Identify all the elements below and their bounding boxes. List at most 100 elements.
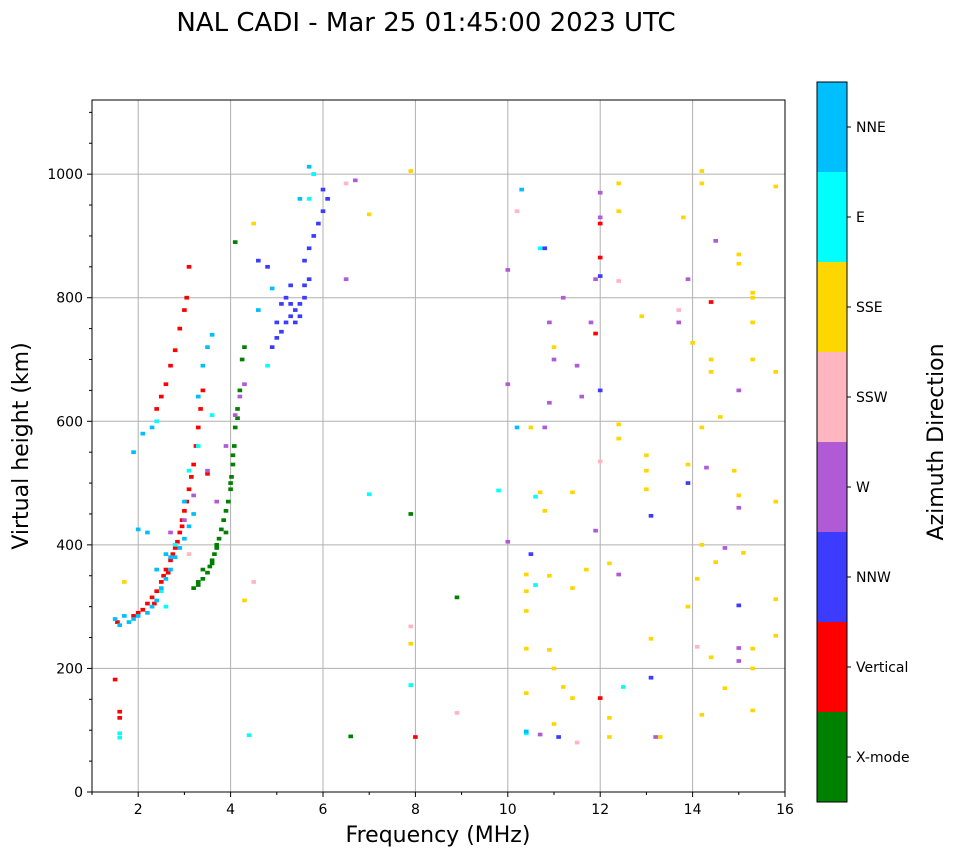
data-point <box>283 320 289 325</box>
data-point <box>198 407 203 411</box>
data-point <box>306 164 312 169</box>
data-point <box>175 539 180 544</box>
data-point <box>158 394 164 399</box>
colorbar-swatch <box>817 442 847 532</box>
data-point <box>343 277 349 282</box>
data-point <box>191 462 196 467</box>
data-point <box>177 546 183 550</box>
data-point <box>279 329 284 334</box>
data-point <box>235 416 240 421</box>
data-point <box>195 444 201 448</box>
data-point <box>288 283 293 288</box>
data-point <box>593 277 598 282</box>
data-point <box>288 302 293 306</box>
data-point <box>408 624 414 629</box>
colorbar-swatch <box>817 532 847 622</box>
data-point <box>239 357 245 362</box>
data-point <box>302 283 307 288</box>
data-point <box>694 644 700 649</box>
data-point <box>537 490 543 495</box>
data-point <box>168 558 173 563</box>
colorbar-tick-label: X-mode <box>856 750 910 766</box>
data-point <box>182 518 187 522</box>
chart-title: NAL CADI - Mar 25 01:45:00 2023 UTC <box>176 8 675 38</box>
data-point <box>195 394 201 399</box>
colorbar-tick-label: SSW <box>856 390 888 406</box>
data-point <box>205 468 210 473</box>
data-point <box>708 370 714 374</box>
data-point <box>126 620 132 624</box>
data-point <box>523 609 529 613</box>
data-point <box>170 552 176 556</box>
data-point <box>570 696 575 700</box>
data-point <box>135 614 141 618</box>
data-point <box>195 425 201 430</box>
data-point <box>172 546 178 550</box>
data-point <box>131 450 136 455</box>
data-point <box>242 382 247 387</box>
data-point <box>519 187 524 192</box>
data-point <box>235 407 240 411</box>
data-point <box>154 407 159 411</box>
data-point <box>214 546 220 550</box>
data-point <box>297 302 303 306</box>
data-point <box>140 431 146 436</box>
data-point <box>161 573 166 578</box>
data-point <box>182 536 187 541</box>
data-point <box>560 685 566 689</box>
data-point <box>681 215 686 220</box>
data-point <box>172 543 178 547</box>
data-point <box>231 444 237 448</box>
data-point <box>413 735 418 739</box>
data-point <box>186 524 192 529</box>
data-point <box>165 570 171 575</box>
data-point <box>773 499 779 504</box>
data-point <box>228 481 233 485</box>
data-point <box>221 518 226 522</box>
data-point <box>505 539 511 544</box>
data-point <box>607 561 612 566</box>
data-point <box>168 530 173 535</box>
data-point <box>209 332 215 337</box>
data-point <box>163 382 169 387</box>
data-point <box>297 197 303 201</box>
x-tick-label: 6 <box>319 802 328 818</box>
data-point <box>523 572 529 577</box>
data-point <box>149 595 155 600</box>
data-point <box>537 246 543 251</box>
data-point <box>699 425 705 430</box>
data-point <box>616 209 621 214</box>
data-point <box>302 295 307 300</box>
data-point <box>408 641 414 646</box>
data-point <box>685 481 691 485</box>
data-point <box>274 336 280 340</box>
data-point <box>320 209 326 214</box>
data-point <box>209 413 215 417</box>
data-point <box>676 320 682 325</box>
colorbar-tick-label: NNE <box>856 120 886 136</box>
data-point <box>616 422 621 427</box>
data-point <box>528 425 534 430</box>
data-point <box>200 388 206 393</box>
data-point <box>750 290 755 295</box>
plot-frame <box>91 99 786 793</box>
data-point <box>131 614 136 618</box>
data-point <box>542 425 548 430</box>
y-axis-ticks: 0 200 400 600 800 1000 <box>47 111 92 801</box>
data-point <box>593 528 598 533</box>
data-point <box>736 646 742 650</box>
y-tick-label: 0 <box>74 785 83 801</box>
data-point <box>182 509 187 513</box>
data-point <box>597 255 603 260</box>
data-point <box>205 570 210 575</box>
data-point <box>209 558 215 563</box>
data-point <box>528 552 534 556</box>
data-point <box>242 598 247 603</box>
data-point <box>209 561 215 566</box>
y-tick-label: 200 <box>56 661 83 677</box>
series-sse <box>122 169 779 739</box>
data-point <box>168 567 173 572</box>
data-point <box>112 617 118 621</box>
data-point <box>616 279 621 283</box>
data-point <box>551 357 557 362</box>
